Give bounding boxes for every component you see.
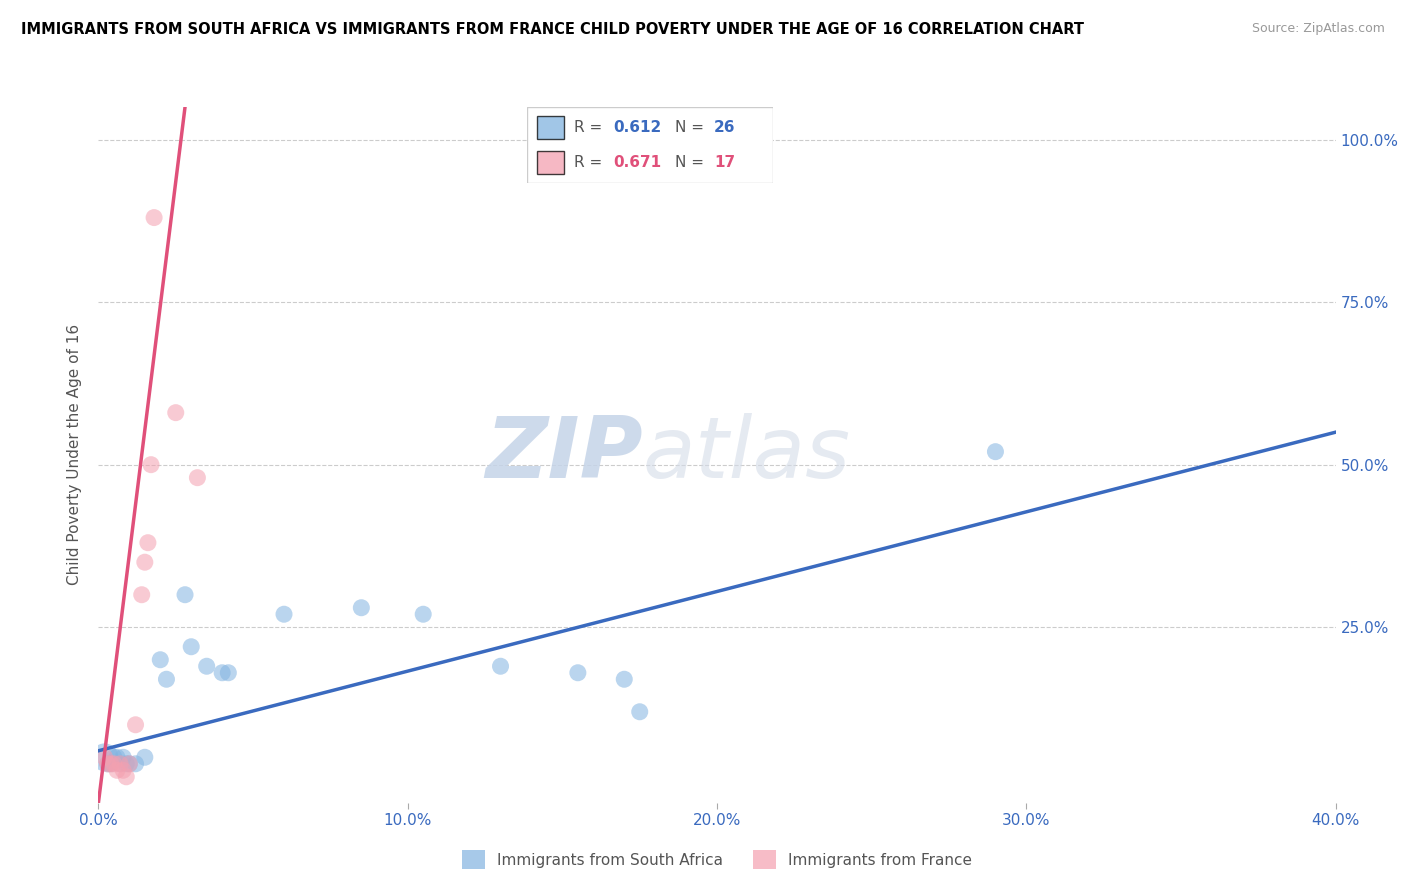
- Point: [613, 672, 636, 686]
- Point: [134, 750, 156, 764]
- Text: N =: N =: [675, 155, 709, 169]
- Point: [105, 764, 128, 778]
- Point: [115, 756, 138, 771]
- Point: [108, 756, 131, 771]
- Point: [195, 659, 218, 673]
- Point: [100, 756, 122, 771]
- Text: 17: 17: [714, 155, 735, 169]
- Point: [136, 535, 159, 549]
- Point: [165, 406, 187, 420]
- Y-axis label: Child Poverty Under the Age of 16: Child Poverty Under the Age of 16: [67, 325, 83, 585]
- Point: [412, 607, 434, 622]
- Legend: Immigrants from South Africa, Immigrants from France: Immigrants from South Africa, Immigrants…: [456, 845, 979, 875]
- Point: [103, 756, 125, 771]
- Point: [124, 756, 146, 771]
- Point: [489, 659, 512, 673]
- Point: [115, 770, 138, 784]
- Point: [273, 607, 295, 622]
- Point: [97, 756, 120, 771]
- Point: [143, 211, 166, 225]
- Text: R =: R =: [574, 120, 607, 135]
- Text: atlas: atlas: [643, 413, 851, 497]
- Point: [174, 588, 197, 602]
- Point: [118, 756, 141, 771]
- Text: 0.612: 0.612: [613, 120, 662, 135]
- FancyBboxPatch shape: [537, 151, 564, 174]
- Point: [112, 764, 135, 778]
- Point: [100, 756, 122, 771]
- Text: IMMIGRANTS FROM SOUTH AFRICA VS IMMIGRANTS FROM FRANCE CHILD POVERTY UNDER THE A: IMMIGRANTS FROM SOUTH AFRICA VS IMMIGRAN…: [21, 22, 1084, 37]
- Point: [105, 750, 128, 764]
- Point: [186, 471, 208, 485]
- Point: [112, 750, 135, 764]
- Point: [108, 756, 131, 771]
- Point: [217, 665, 239, 680]
- Point: [118, 756, 141, 771]
- Point: [155, 672, 177, 686]
- Point: [134, 555, 156, 569]
- Text: R =: R =: [574, 155, 607, 169]
- Text: 26: 26: [714, 120, 735, 135]
- Point: [149, 653, 172, 667]
- Point: [124, 718, 146, 732]
- Text: Source: ZipAtlas.com: Source: ZipAtlas.com: [1251, 22, 1385, 36]
- Point: [350, 600, 373, 615]
- Point: [131, 588, 153, 602]
- Text: ZIP: ZIP: [485, 413, 643, 497]
- Point: [628, 705, 651, 719]
- Point: [211, 665, 233, 680]
- Point: [984, 444, 1007, 458]
- Point: [93, 750, 115, 764]
- Point: [97, 756, 120, 771]
- FancyBboxPatch shape: [527, 107, 773, 183]
- Point: [567, 665, 589, 680]
- Point: [103, 750, 125, 764]
- Point: [180, 640, 202, 654]
- Point: [139, 458, 162, 472]
- Point: [93, 750, 115, 764]
- Text: 0.671: 0.671: [613, 155, 661, 169]
- Text: N =: N =: [675, 120, 709, 135]
- FancyBboxPatch shape: [537, 116, 564, 139]
